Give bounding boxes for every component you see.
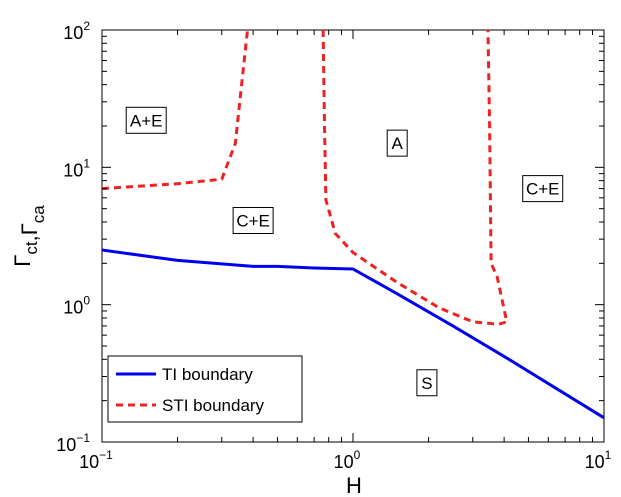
- region-label-box: [232, 207, 274, 235]
- region-label-box: [386, 129, 408, 157]
- y-tick-label: 10−1: [56, 431, 90, 455]
- region-label-box: [125, 106, 167, 134]
- region-label-text: C+E: [526, 180, 560, 199]
- region-label-a: A: [386, 129, 408, 157]
- region-label-a-plus-e: A+E: [125, 106, 167, 134]
- region-label-text: C+E: [236, 212, 270, 231]
- series-layer: [102, 30, 604, 420]
- region-label-s: S: [416, 369, 438, 397]
- annotation-layer: A+E A C+E C+E S: [125, 106, 564, 397]
- series-ti-boundary-line: [102, 248, 604, 420]
- series-sti-boundary-line-1: [102, 30, 249, 191]
- legend-box: [107, 355, 303, 423]
- region-label-text: S: [421, 374, 432, 393]
- y-tick-label: 101: [63, 156, 90, 180]
- legend-label: TI boundary: [162, 365, 253, 384]
- region-label-box: [522, 175, 564, 203]
- y-tick-label: 100: [63, 294, 90, 318]
- region-label-c-plus-e: C+E: [232, 207, 274, 235]
- legend: TI boundary STI boundary: [107, 355, 303, 423]
- region-label-text: A+E: [130, 111, 163, 130]
- region-label-text: A: [392, 134, 404, 153]
- region-label-c-plus-e: C+E: [522, 175, 564, 203]
- region-label-box: [416, 369, 438, 397]
- legend-label: STI boundary: [162, 396, 265, 415]
- y-axis-label: Γct,Γca: [10, 205, 48, 267]
- x-tick-label: 10−1: [79, 448, 113, 472]
- x-tick-label: 100: [334, 448, 361, 472]
- tick-layer: 10−1 100 101 10−1 100 101 102: [56, 19, 611, 472]
- series-sti-boundary-line-2: [321, 30, 509, 326]
- y-tick-label: 102: [63, 19, 90, 43]
- x-axis-label: H: [346, 473, 362, 497]
- x-tick-label: 101: [585, 448, 612, 472]
